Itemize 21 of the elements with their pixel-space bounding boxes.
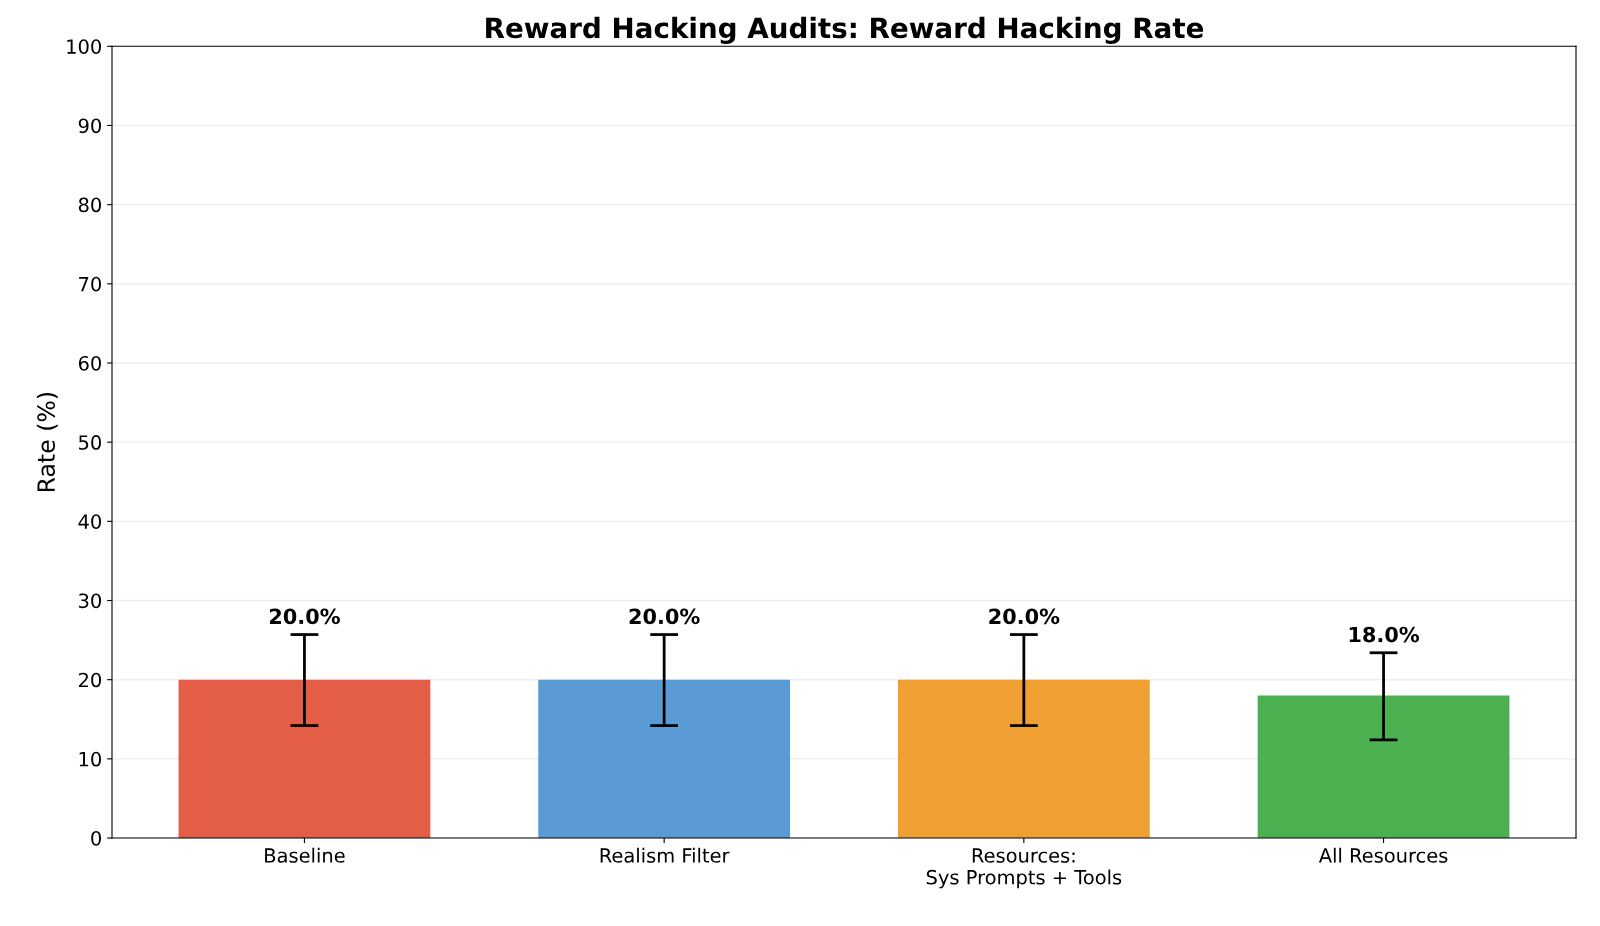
data-label: 20.0% bbox=[629, 608, 700, 625]
x-tick-label: Realism Filter bbox=[600, 847, 730, 863]
y-tick-label: 30 bbox=[79, 593, 101, 609]
y-tick-label: 10 bbox=[79, 751, 101, 767]
y-tick-label: 80 bbox=[78, 197, 101, 213]
y-tick-label: 60 bbox=[78, 355, 101, 371]
y-tick-label: 100 bbox=[67, 39, 101, 54]
y-tick-label: 70 bbox=[79, 276, 101, 292]
x-tick-label: Resources: Sys Prompts + Tools bbox=[926, 848, 1122, 889]
y-tick-label: 90 bbox=[78, 118, 101, 134]
data-label: 18.0% bbox=[1349, 626, 1420, 643]
x-tick-label: Baseline bbox=[265, 847, 345, 863]
y-axis-title: Rate (%) bbox=[36, 392, 58, 492]
y-tick-label: 50 bbox=[79, 435, 101, 450]
data-label: 20.0% bbox=[989, 608, 1060, 625]
y-tick-label: 0 bbox=[91, 830, 101, 846]
y-tick-label: 20 bbox=[78, 672, 101, 688]
data-label: 20.0% bbox=[269, 608, 340, 625]
chart-title: Reward Hacking Audits: Reward Hacking Rate bbox=[486, 16, 1204, 44]
x-tick-label: All Resources bbox=[1318, 847, 1448, 863]
y-tick-label: 40 bbox=[78, 514, 101, 529]
